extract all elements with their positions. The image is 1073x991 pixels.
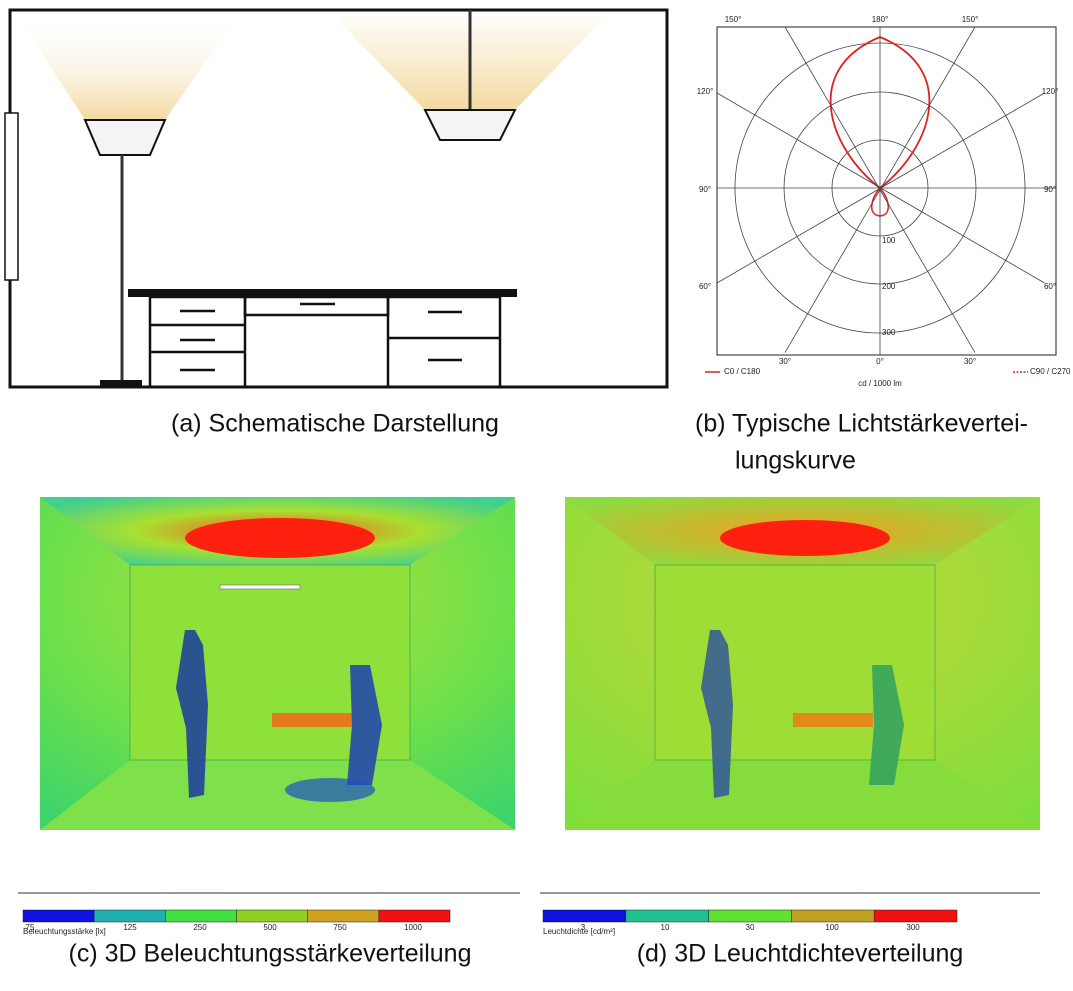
- scale-tick: 125: [123, 923, 137, 932]
- scale-label: Beleuchtungsstärke [lx]: [23, 927, 106, 936]
- scale-tick: 100: [825, 923, 839, 932]
- scale-segment: [874, 910, 957, 922]
- polar-plot: 150° 180° 150° 120° 120° 90° 90° 60° 60° 30° 0° 30°…: [697, 15, 1071, 388]
- scale-segment: [379, 910, 450, 922]
- legend-entry: C0 / C180: [724, 367, 761, 376]
- caption-a: (a) Schematische Darstellung: [171, 410, 499, 438]
- angle-label: 120°: [697, 87, 714, 96]
- angle-label: 30°: [964, 357, 976, 366]
- caption-d: (d) 3D Leuchtdichteverteilung: [637, 940, 964, 968]
- radial-label: 200: [882, 282, 896, 291]
- radial-label: 100: [882, 236, 896, 245]
- scale-tick: 300: [906, 923, 920, 932]
- angle-label: 30°: [779, 357, 791, 366]
- scale-segment: [237, 910, 308, 922]
- scale-tick: 10: [661, 923, 670, 932]
- scale-segment: [543, 910, 626, 922]
- angle-label: 60°: [699, 282, 711, 291]
- caption-b: (b) Typische Lichtstärkevertei-: [695, 410, 1028, 438]
- caption-c: (c) 3D Beleuchtungsstärkeverteilung: [69, 940, 472, 968]
- figure: (a) Schematische Darstellung 150°180°150…: [0, 0, 1073, 991]
- scale-tick: 750: [333, 923, 347, 932]
- angle-label: 120°: [1042, 87, 1059, 96]
- scale-tick: 30: [746, 923, 755, 932]
- radial-label: 300: [882, 328, 896, 337]
- angle-label: 90°: [699, 185, 711, 194]
- angle-label: 60°: [1044, 282, 1056, 291]
- scale-tick: 500: [263, 923, 277, 932]
- unit-label: cd / 1000 lm: [858, 379, 902, 388]
- angle-label: 0°: [876, 357, 884, 366]
- scale-segment: [94, 910, 165, 922]
- legend-entry: C90 / C270: [1030, 367, 1071, 376]
- render-c: [18, 497, 520, 893]
- angle-label: 180°: [872, 15, 889, 24]
- scale-tick: 1000: [404, 923, 422, 932]
- scale-segment: [23, 910, 94, 922]
- angle-label: 150°: [962, 15, 979, 24]
- scale-tick: 250: [193, 923, 207, 932]
- caption-b: lungskurve: [735, 447, 856, 475]
- scale-segment: [308, 910, 379, 922]
- angle-label: 150°: [725, 15, 742, 24]
- scale-label: Leuchtdichte [cd/m²]: [543, 927, 615, 936]
- scale-segment: [709, 910, 792, 922]
- scale-segment: [791, 910, 874, 922]
- scale-segment: [626, 910, 709, 922]
- scale-segment: [165, 910, 236, 922]
- schematic: [5, 10, 667, 387]
- render-d: [540, 497, 1040, 893]
- angle-label: 90°: [1044, 185, 1056, 194]
